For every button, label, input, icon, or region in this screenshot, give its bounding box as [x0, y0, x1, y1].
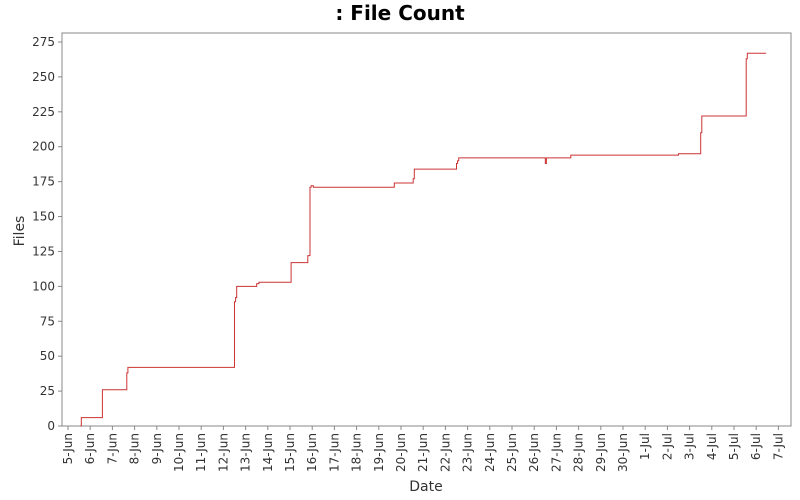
y-tick-label: 150 [32, 210, 55, 224]
x-axis-label: Date [409, 479, 442, 495]
x-tick-label: 5-Jun [61, 433, 75, 464]
x-tick-label: 6-Jul [749, 433, 763, 460]
x-tick-label: 25-Jun [505, 433, 519, 472]
y-tick-label: 0 [47, 419, 55, 433]
x-tick-label: 11-Jun [194, 433, 208, 472]
x-tick-label: 3-Jul [683, 433, 697, 460]
x-tick-label: 26-Jun [527, 433, 541, 472]
x-tick-label: 24-Jun [483, 433, 497, 472]
x-tick-label: 16-Jun [305, 433, 319, 472]
y-tick-label: 50 [40, 349, 55, 363]
x-tick-label: 29-Jun [594, 433, 608, 472]
x-tick-label: 27-Jun [549, 433, 563, 472]
x-tick-label: 13-Jun [239, 433, 253, 472]
x-tick-label: 20-Jun [394, 433, 408, 472]
x-tick-label: 30-Jun [616, 433, 630, 472]
y-tick-label: 100 [32, 279, 55, 293]
x-tick-label: 21-Jun [416, 433, 430, 472]
chart-title: : File Count [335, 1, 465, 25]
x-axis: 5-Jun 6-Jun 7-Jun 8-Jun 9-Jun 10-Jun 11-Jun 12-… [61, 426, 785, 472]
y-tick-label: 275 [32, 35, 55, 49]
x-tick-label: 18-Jun [350, 433, 364, 472]
x-tick-label: 22-Jun [438, 433, 452, 472]
y-tick-label: 200 [32, 140, 55, 154]
x-tick-label: 7-Jun [105, 433, 119, 464]
x-tick-label: 2-Jul [660, 433, 674, 460]
x-tick-label: 1-Jul [638, 433, 652, 460]
x-tick-label: 5-Jul [727, 433, 741, 460]
y-tick-label: 25 [40, 384, 55, 398]
x-tick-label: 8-Jun [128, 433, 142, 464]
x-tick-label: 10-Jun [172, 433, 186, 472]
y-tick-label: 250 [32, 70, 55, 84]
y-axis-label: Files [12, 216, 28, 247]
plot-area [61, 32, 792, 427]
y-tick-label: 75 [40, 314, 55, 328]
y-tick-label: 175 [32, 175, 55, 189]
x-tick-label: 15-Jun [283, 433, 297, 472]
x-tick-label: 6-Jun [83, 433, 97, 464]
x-tick-label: 12-Jun [216, 433, 230, 472]
x-tick-label: 4-Jul [705, 433, 719, 460]
x-tick-label: 19-Jun [372, 433, 386, 472]
x-tick-label: 23-Jun [461, 433, 475, 472]
series-line-files [80, 52, 767, 427]
y-axis: 0 25 50 75 100 125 150 175 200 225 250 275 [32, 35, 62, 433]
x-tick-label: 17-Jun [327, 433, 341, 472]
x-tick-label: 7-Jul [771, 433, 785, 460]
y-tick-label: 125 [32, 244, 55, 258]
x-tick-label: 9-Jun [150, 433, 164, 464]
x-tick-label: 14-Jun [261, 433, 275, 472]
x-tick-label: 28-Jun [572, 433, 586, 472]
y-tick-label: 225 [32, 105, 55, 119]
